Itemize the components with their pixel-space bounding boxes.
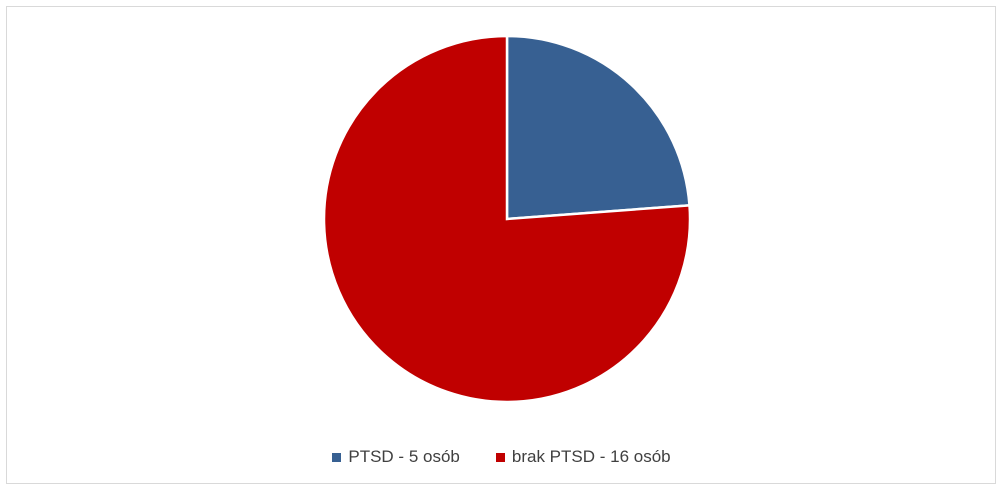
legend-label-ptsd: PTSD - 5 osób — [348, 447, 460, 466]
legend-swatch-brak-ptsd — [495, 452, 505, 462]
legend-entry-ptsd: PTSD - 5 osób — [332, 447, 460, 467]
legend-swatch-ptsd — [332, 452, 342, 462]
pie-slice-brak-ptsd — [322, 34, 692, 404]
legend-entry-brak-ptsd: brak PTSD - 16 osób — [495, 447, 671, 467]
legend: PTSD - 5 osób brak PTSD - 16 osób — [0, 447, 1003, 467]
pie-slice-ptsd — [505, 34, 691, 221]
legend-label-brak-ptsd: brak PTSD - 16 osób — [511, 447, 671, 466]
